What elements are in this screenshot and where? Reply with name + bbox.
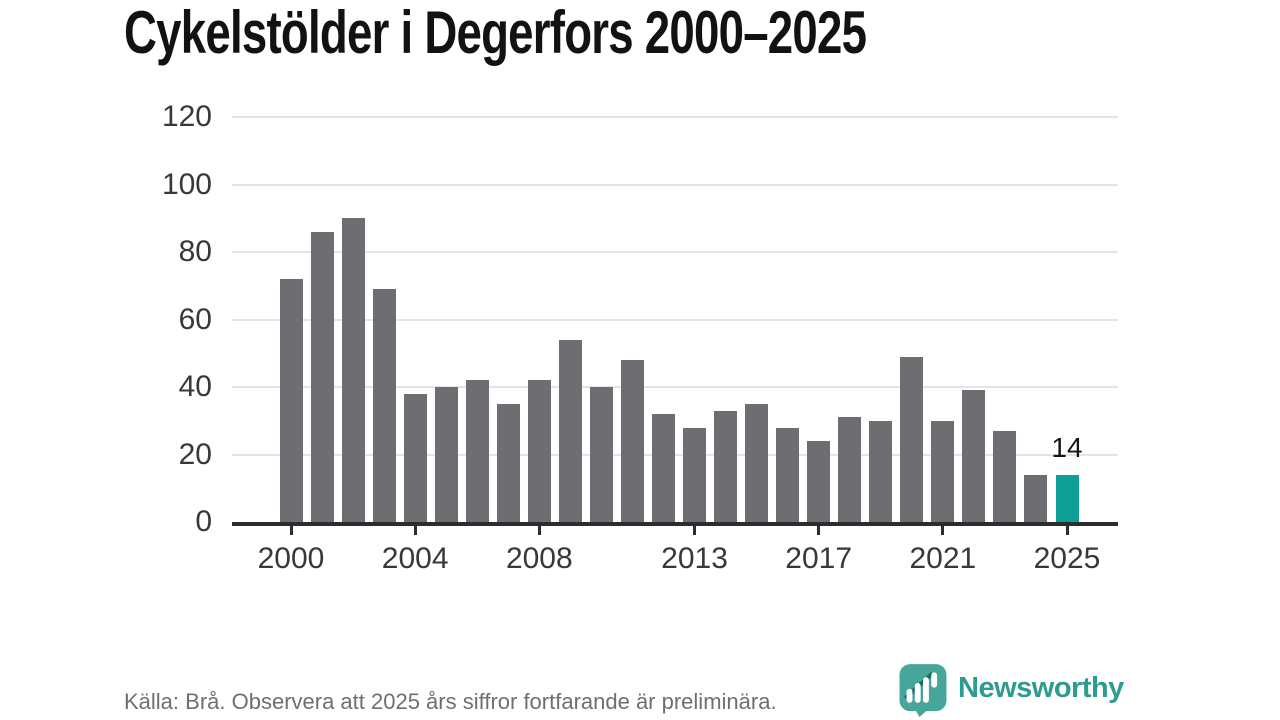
- y-tick-label-40: 40: [178, 370, 212, 403]
- bar-2007: [496, 403, 520, 522]
- bar-2014: [714, 410, 738, 522]
- bar-2023: [993, 430, 1017, 522]
- y-tick-label-0: 0: [195, 505, 212, 538]
- x-tick-label-2021: 2021: [909, 542, 977, 575]
- bar-2016: [776, 427, 800, 522]
- bar-2022: [962, 390, 986, 522]
- gridline-40: [232, 386, 1118, 388]
- source-note: Källa: Brå. Observera att 2025 års siffr…: [124, 689, 777, 714]
- x-axis: [232, 522, 1118, 526]
- bar-2005: [434, 387, 458, 522]
- x-tick-2013: [693, 526, 697, 535]
- bar-2009: [558, 339, 582, 522]
- y-tick-label-120: 120: [161, 100, 212, 133]
- x-tick-2017: [817, 526, 821, 535]
- x-tick-label-2013: 2013: [661, 542, 728, 575]
- y-tick-label-100: 100: [161, 167, 212, 201]
- y-tick-label-60: 60: [178, 302, 212, 336]
- chart-title: Cykelstölder i Degerfors 2000–2025: [124, 0, 867, 66]
- x-tick-label-2017: 2017: [785, 542, 853, 575]
- y-tick-label-20: 20: [178, 437, 212, 471]
- bar-value-label: 14: [1051, 431, 1083, 463]
- bar-2011: [620, 360, 644, 522]
- gridline-60: [232, 318, 1118, 321]
- x-tick-2004: [413, 526, 417, 535]
- bar-2013: [683, 427, 707, 522]
- bar-2019: [869, 420, 893, 522]
- gridline-100: [232, 183, 1118, 186]
- x-tick-2008: [537, 526, 541, 535]
- newsworthy-brand: Newsworthy: [898, 663, 1124, 717]
- x-tick-label-2004: 2004: [381, 542, 449, 575]
- x-tick-label-2025: 2025: [1033, 542, 1101, 575]
- bar-2000: [279, 279, 303, 522]
- bar-2006: [465, 380, 489, 522]
- gridline-120: [232, 116, 1118, 118]
- bar-2008: [527, 380, 551, 522]
- gridline-80: [232, 251, 1118, 253]
- bar-2017: [807, 441, 831, 522]
- bar-2015: [745, 403, 769, 522]
- bar-2024: [1024, 474, 1048, 522]
- x-tick-2025: [1065, 526, 1069, 535]
- bar-2002: [341, 218, 365, 522]
- bar-2003: [372, 289, 396, 522]
- bar-2018: [838, 417, 862, 522]
- x-tick-2000: [289, 526, 293, 535]
- bar-2021: [931, 420, 955, 522]
- brand-name: Newsworthy: [958, 672, 1124, 704]
- x-tick-label-2008: 2008: [505, 542, 573, 575]
- y-tick-label-80: 80: [178, 235, 212, 268]
- gridline-20: [232, 453, 1118, 456]
- x-tick-2021: [941, 526, 945, 535]
- newsworthy-logo-icon: [899, 664, 947, 717]
- bar-2020: [900, 356, 924, 522]
- bar-chart: 0 20 40 60 80 100 120 2000 2004 2008 2013 2017 2021 2…: [161, 100, 1118, 575]
- x-tick-label-2000: 2000: [257, 542, 325, 575]
- bar-2001: [310, 231, 334, 522]
- bar-2004: [403, 393, 427, 522]
- bar-2012: [651, 414, 675, 522]
- bar-2025: [1055, 474, 1079, 522]
- bar-2010: [589, 387, 613, 522]
